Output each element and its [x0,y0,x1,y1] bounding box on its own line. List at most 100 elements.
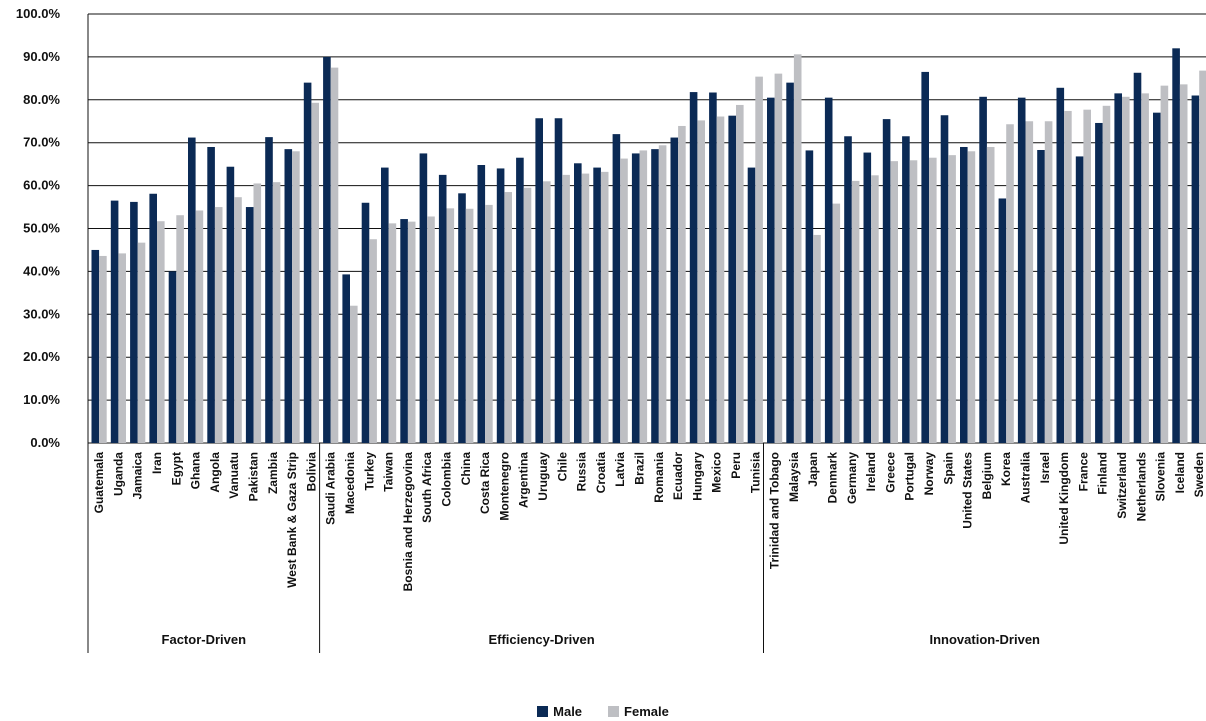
legend-swatch-female [608,705,620,717]
bar-female [755,76,763,443]
legend-swatch-male [537,705,549,717]
y-tick-label: 10.0% [23,392,60,407]
bar-female [600,171,609,443]
bar-female [330,67,339,443]
bar-male [303,82,312,443]
bar-female [176,215,184,443]
y-tick-label: 70.0% [23,135,60,150]
x-tick-label: Hungary [690,452,704,501]
x-axis-labels: Guatemala Uganda Jamaica Iran Egypt Ghana Ango… [92,452,1206,592]
x-tick-label: Finland [1096,452,1110,495]
x-tick-label: Slovenia [1154,452,1168,502]
x-tick-label: Germany [845,452,859,504]
x-tick-label: Ghana [189,452,203,490]
bar-male [689,92,698,443]
bar-female [678,125,686,444]
bar-female [504,192,512,443]
bar-male [574,163,582,444]
bar-male [226,166,235,443]
bar-female [157,221,165,443]
bar-male [1075,156,1084,444]
bar-male [149,193,157,443]
group-label: Innovation-Driven [929,632,1040,647]
bar-female [1199,70,1206,444]
bar-male [979,96,987,443]
bar-female [292,151,300,443]
x-tick-label: Ecuador [671,452,685,500]
legend: Male Female [0,702,1206,720]
x-tick-label: Macedonia [343,452,357,514]
x-tick-label: Latvia [613,452,627,487]
x-tick-label: Iran [150,452,164,474]
y-tick-label: 90.0% [23,49,60,64]
legend-label-male: Male [553,703,583,719]
x-tick-label: Angola [208,452,222,493]
bar-female [214,207,223,443]
bar-male [554,118,563,443]
x-tick-label: Tunisia [748,452,762,493]
bar-male [91,249,100,443]
bar-female [137,242,146,443]
bar-female [697,120,705,443]
y-tick-label: 50.0% [23,221,60,236]
x-tick-label: Spain [941,452,955,485]
x-tick-label: Pakistan [247,452,261,501]
bar-male [168,271,177,443]
bar-female [581,173,590,443]
y-axis-ticks: 0.0% 10.0% 20.0% 30.0% 40.0% 50.0% 60.0% 70.0% 8… [16,6,61,450]
x-tick-label: Trinidad and Tobago [768,452,782,569]
bar-male [709,92,717,444]
x-tick-label: Egypt [169,452,183,485]
bar-male [516,157,524,443]
x-tick-label: Switzerland [1115,452,1129,519]
x-tick-label: Mexico [710,452,724,493]
bar-female [1064,110,1072,443]
bar-female [407,221,416,443]
bar-female [909,160,918,443]
y-tick-label: 20.0% [23,349,60,364]
bar-male [921,71,929,443]
bar-female [967,151,976,443]
bar-female [350,305,358,443]
group-label: Factor-Driven [162,632,247,647]
bar-female [1044,121,1053,443]
group-label: Efficiency-Driven [488,632,594,647]
bar-male [245,207,254,443]
bar-female [272,182,281,443]
x-tick-label: China [459,452,473,486]
x-tick-label: Jamaica [131,452,145,500]
bar-female [427,216,435,443]
y-tick-label: 40.0% [23,263,60,278]
x-tick-label: South Africa [420,452,434,523]
bar-male [882,119,891,443]
bar-male [863,152,872,443]
bar-male [824,97,833,443]
bar-female [871,175,879,443]
bar-female [716,116,725,443]
x-tick-label: Malaysia [787,452,801,502]
x-tick-label: Turkey [362,452,376,491]
y-tick-label: 100.0% [16,6,61,21]
y-tick-label: 30.0% [23,306,60,321]
x-tick-label: Bolivia [304,452,318,492]
x-tick-label: United States [961,452,975,529]
bar-male [767,97,775,443]
bar-male [747,167,756,443]
bar-male [1153,112,1161,444]
bar-male [342,274,350,443]
x-tick-label: Russia [575,452,589,492]
bar-male [1172,48,1180,443]
bar-male [631,153,640,444]
bar-female [388,223,397,443]
x-tick-label: Norway [922,452,936,496]
bar-male [612,134,621,443]
x-tick-label: Bosnia and Herzegovina [401,452,415,592]
x-tick-label: Colombia [440,452,454,507]
bar-female [118,253,126,443]
x-tick-label: Peru [729,452,743,479]
bar-male [1037,149,1045,444]
bar-female [253,183,262,443]
x-tick-label: Japan [806,452,820,487]
bar-female [1006,124,1014,444]
bar-female [485,204,493,443]
